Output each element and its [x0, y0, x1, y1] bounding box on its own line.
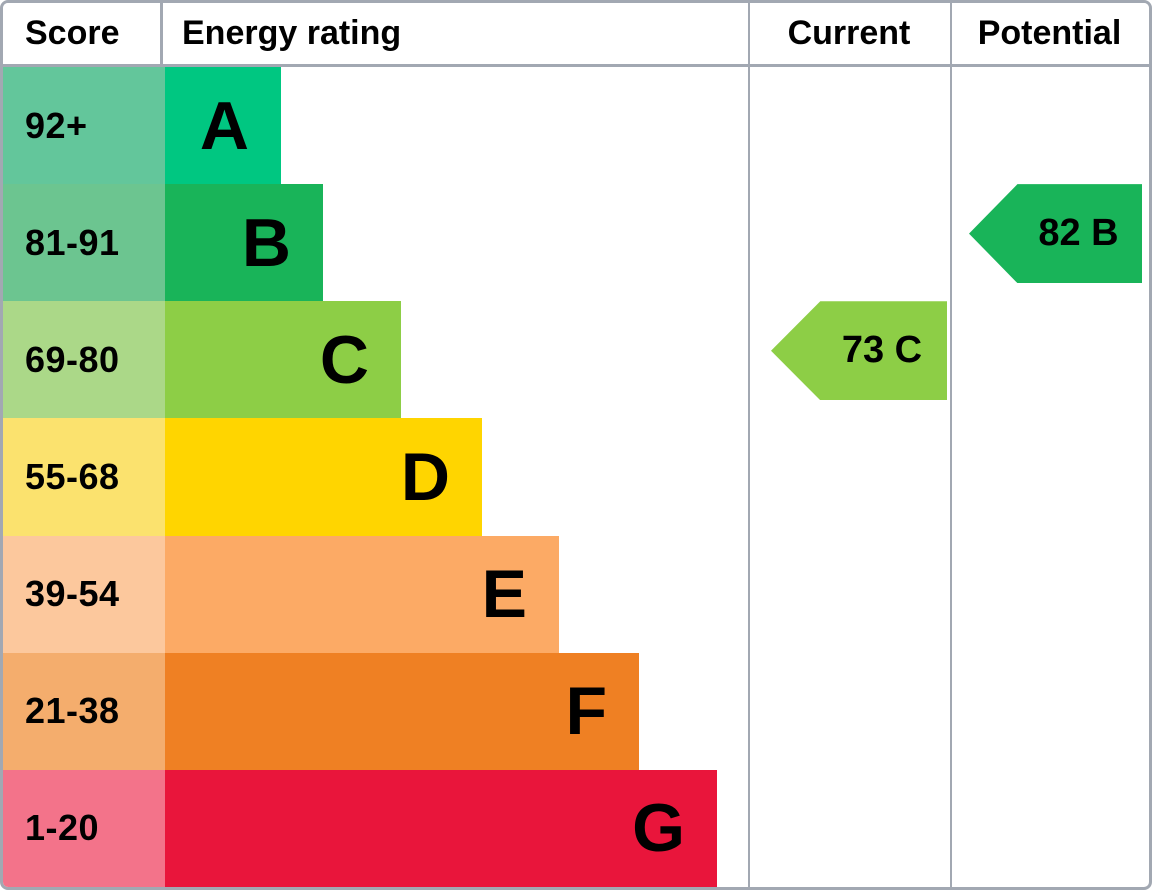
band-row-f: 21-38 F — [3, 652, 748, 770]
band-row-b: 81-91 B — [3, 184, 748, 302]
band-bar: D — [165, 418, 482, 536]
band-row-g: 1-20 G — [3, 769, 748, 887]
band-score: 92+ — [3, 67, 165, 185]
band-bar: G — [165, 769, 717, 887]
bands: 92+ A 81-91 B 69-80 C 55-68 D 39-54 E 21-38 F 1-20 G — [3, 67, 748, 887]
band-score: 39-54 — [3, 535, 165, 653]
header-current: Current — [787, 14, 911, 52]
band-bar: A — [165, 67, 281, 185]
header-score: Score — [3, 3, 163, 64]
band-bar: C — [165, 301, 401, 419]
band-score: 69-80 — [3, 301, 165, 419]
band-row-d: 55-68 D — [3, 418, 748, 536]
band-score: 81-91 — [3, 184, 165, 302]
band-score: 1-20 — [3, 769, 165, 887]
band-row-c: 69-80 C — [3, 301, 748, 419]
header-potential: Potential — [977, 14, 1122, 52]
band-bar: B — [165, 184, 323, 302]
band-row-a: 92+ A — [3, 67, 748, 185]
current-rating-arrow: 73 C — [771, 301, 947, 401]
current-column-divider — [748, 3, 750, 887]
band-score: 55-68 — [3, 418, 165, 536]
chart-header: Score Energy rating Current Potential — [3, 3, 1149, 67]
potential-column-divider — [950, 3, 952, 887]
band-score: 21-38 — [3, 652, 165, 770]
potential-rating-arrow: 82 B — [969, 184, 1142, 284]
band-row-e: 39-54 E — [3, 535, 748, 653]
header-energy-rating: Energy rating — [182, 14, 402, 52]
band-bar: F — [165, 652, 639, 770]
band-bar: E — [165, 535, 559, 653]
